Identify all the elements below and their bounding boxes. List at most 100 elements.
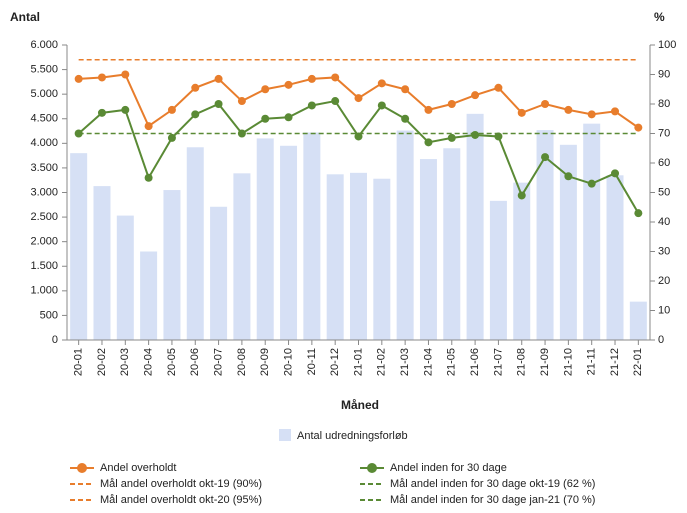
point (424, 138, 433, 147)
point (611, 107, 620, 116)
point (634, 123, 643, 132)
y-tick-label: 1.500 (30, 260, 58, 272)
point (74, 74, 83, 83)
bar (116, 215, 134, 340)
point (564, 105, 573, 114)
legend-marker (77, 463, 87, 473)
bar (513, 182, 531, 340)
point (144, 122, 153, 131)
x-tick-label: 21-02 (376, 348, 388, 376)
y2-tick-label: 20 (658, 275, 670, 287)
bar (466, 113, 484, 340)
point (167, 133, 176, 142)
point (541, 100, 550, 108)
point (541, 153, 550, 162)
bar (606, 175, 624, 340)
x-tick-label: 20-11 (306, 348, 318, 375)
bar (70, 153, 88, 340)
point (307, 74, 316, 83)
point (331, 97, 340, 106)
point (191, 83, 200, 92)
x-tick-label: 22-01 (632, 348, 644, 376)
y-tick-label: 6.000 (30, 39, 58, 51)
bar (396, 130, 414, 340)
bar (326, 174, 344, 340)
point (447, 100, 456, 108)
point (377, 101, 386, 110)
bar (443, 148, 461, 340)
point (354, 94, 363, 103)
point (307, 101, 316, 110)
point (354, 132, 363, 141)
bar (233, 173, 251, 340)
legend-marker (367, 463, 377, 473)
bar (489, 200, 507, 340)
point (121, 70, 130, 79)
point (587, 179, 596, 188)
legend-label: Mål andel inden for 30 dage jan-21 (70 %… (390, 494, 595, 506)
point (284, 113, 293, 122)
legend-swatch (279, 429, 291, 441)
point (634, 209, 643, 218)
x-tick-label: 21-03 (399, 348, 411, 376)
bar (163, 190, 181, 340)
y-tick-label: 4.500 (30, 113, 58, 125)
x-tick-label: 21-06 (469, 348, 481, 376)
y-tick-label: 5.000 (30, 88, 58, 100)
x-tick-label: 21-09 (539, 348, 551, 376)
x-tick-label: 20-10 (282, 348, 294, 376)
x-tick-label: 20-01 (73, 348, 85, 376)
point (261, 85, 270, 94)
x-tick-label: 20-08 (236, 348, 248, 376)
point (471, 130, 480, 139)
y-tick-label: 2.000 (30, 236, 58, 248)
y2-tick-label: 70 (658, 127, 670, 139)
legend-label: Andel overholdt (100, 462, 176, 474)
point (424, 105, 433, 114)
bar (186, 147, 204, 340)
x-tick-label: 21-05 (446, 348, 458, 376)
y-tick-label: 3.000 (30, 186, 58, 198)
y-tick-label: 5.500 (30, 63, 58, 75)
bar (210, 206, 228, 340)
x-tick-label: 21-10 (562, 348, 574, 376)
y2-tick-label: 40 (658, 216, 670, 228)
legend-label: Antal udredningsforløb (297, 430, 408, 442)
bar (373, 178, 391, 340)
x-tick-label: 20-05 (166, 348, 178, 376)
x-tick-label: 21-08 (516, 348, 528, 376)
point (494, 83, 503, 92)
point (377, 79, 386, 88)
y2-tick-label: 10 (658, 304, 670, 316)
y2-tick-label: 60 (658, 157, 670, 169)
bar (559, 144, 577, 340)
point (97, 73, 106, 82)
point (167, 105, 176, 114)
x-tick-label: 20-04 (143, 348, 155, 376)
legend-label: Mål andel inden for 30 dage okt-19 (62 %… (390, 478, 595, 490)
y2-tick-label: 0 (658, 334, 664, 346)
y2-tick-label: 50 (658, 186, 670, 198)
bar (350, 172, 367, 340)
y2-axis-title: % (654, 10, 665, 24)
y2-tick-label: 100 (658, 39, 676, 51)
point (517, 108, 526, 117)
y-tick-label: 2.500 (30, 211, 58, 223)
y2-tick-label: 90 (658, 68, 670, 80)
legend-label: Mål andel overholdt okt-20 (95%) (100, 494, 262, 506)
bar (93, 186, 111, 340)
y-tick-label: 4.000 (30, 137, 58, 149)
bar (536, 130, 554, 340)
point (331, 73, 340, 82)
point (261, 114, 270, 123)
bar (140, 251, 158, 340)
point (494, 132, 503, 141)
point (214, 74, 223, 83)
x-tick-label: 20-06 (189, 348, 201, 376)
point (214, 100, 223, 108)
x-tick-label: 21-07 (492, 348, 504, 376)
point (401, 114, 410, 123)
x-axis-title: Måned (341, 398, 379, 412)
legend-label: Mål andel overholdt okt-19 (90%) (100, 478, 262, 490)
